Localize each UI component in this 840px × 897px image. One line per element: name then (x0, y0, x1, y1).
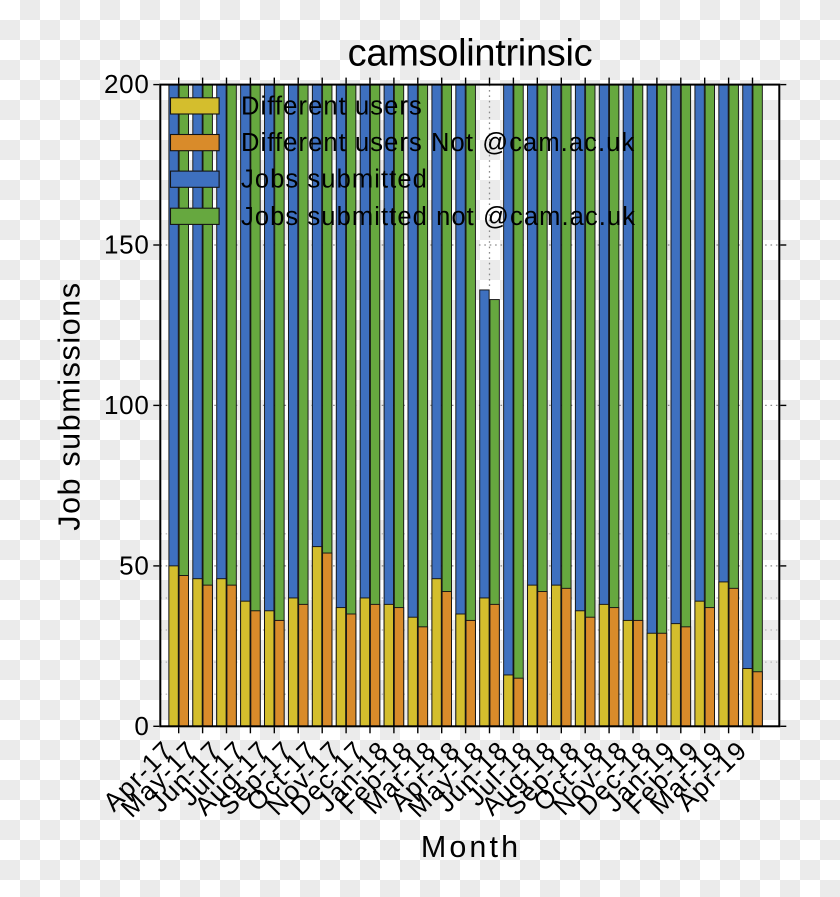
svg-text:Different users Not @cam.ac.uk: Different users Not @cam.ac.uk (241, 129, 635, 157)
svg-text:150: 150 (104, 230, 149, 260)
svg-text:Job submissions: Job submissions (53, 281, 87, 530)
svg-text:0: 0 (134, 711, 149, 741)
svg-text:200: 200 (104, 69, 149, 99)
svg-text:Different users: Different users (241, 92, 423, 120)
svg-text:Jobs submitted not @cam.ac.uk: Jobs submitted not @cam.ac.uk (241, 203, 636, 231)
svg-text:camsolintrinsic: camsolintrinsic (348, 33, 593, 75)
svg-text:Jobs submitted: Jobs submitted (241, 166, 428, 194)
svg-text:50: 50 (119, 551, 149, 581)
svg-text:100: 100 (104, 390, 149, 420)
svg-text:Month: Month (421, 830, 521, 864)
